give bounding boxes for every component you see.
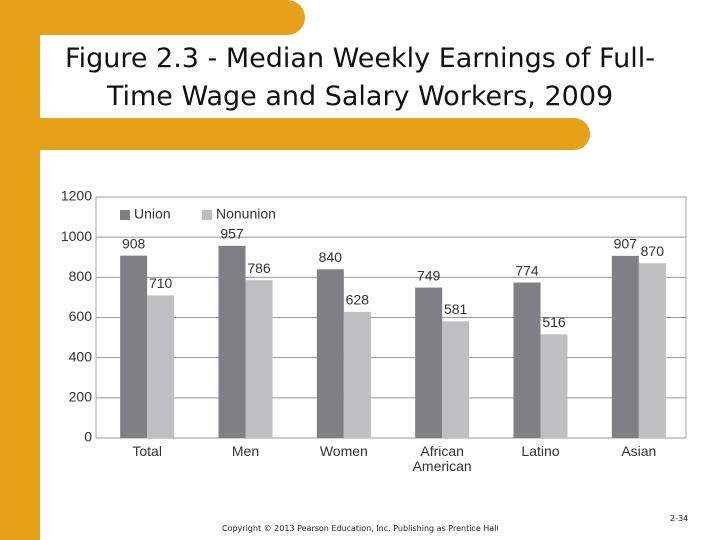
value-label: 786: [247, 260, 271, 276]
value-label: 710: [149, 275, 173, 291]
bar: [415, 287, 443, 438]
value-label: 908: [122, 235, 146, 251]
bar: [218, 245, 246, 438]
y-tick-label: 1200: [61, 188, 92, 204]
bar: [540, 334, 568, 438]
value-label: 628: [346, 292, 370, 308]
value-label: 907: [614, 236, 638, 252]
x-tick-label: Men: [231, 443, 260, 459]
value-label: 749: [417, 267, 441, 283]
chart-title: Figure 2.3 - Median Weekly Earnings of F…: [65, 43, 655, 112]
y-tick-label: 200: [69, 389, 93, 405]
copyright: Copyright © 2013 Pearson Education, Inc.…: [222, 524, 499, 533]
page-number: 2-34: [670, 514, 689, 523]
bar: [638, 263, 666, 438]
x-tick-label: African American: [412, 443, 472, 474]
y-tick-label: 0: [84, 429, 92, 445]
y-tick-label: 400: [69, 348, 93, 364]
x-tick-label: Asian: [621, 443, 657, 459]
bar: [611, 255, 639, 438]
accent-top: [0, 0, 305, 35]
accent-left: [0, 0, 40, 540]
legend-label: Union: [134, 206, 171, 222]
x-tick-label: Latino: [521, 443, 560, 459]
y-tick-label: 800: [69, 268, 93, 284]
x-tick-label: Total: [132, 443, 162, 459]
y-tick-label: 1000: [61, 228, 92, 244]
bar: [316, 269, 344, 438]
legend-swatch: [120, 210, 130, 220]
bar: [147, 295, 175, 438]
x-tick-label: Women: [319, 443, 368, 459]
value-label: 581: [444, 301, 468, 317]
bar: [245, 280, 273, 438]
bar: [513, 282, 541, 438]
value-label: 957: [220, 226, 244, 242]
value-label: 516: [542, 314, 566, 330]
value-label: 840: [319, 249, 343, 265]
value-label: 870: [641, 243, 665, 259]
y-tick-label: 600: [69, 308, 93, 324]
title-box: [40, 35, 720, 118]
bar: [442, 321, 470, 438]
value-label: 774: [515, 262, 539, 278]
bar: [120, 255, 148, 438]
legend-swatch: [202, 210, 212, 220]
accent-middle: [0, 118, 590, 150]
bar: [343, 311, 371, 438]
legend-label: Nonunion: [216, 206, 276, 222]
